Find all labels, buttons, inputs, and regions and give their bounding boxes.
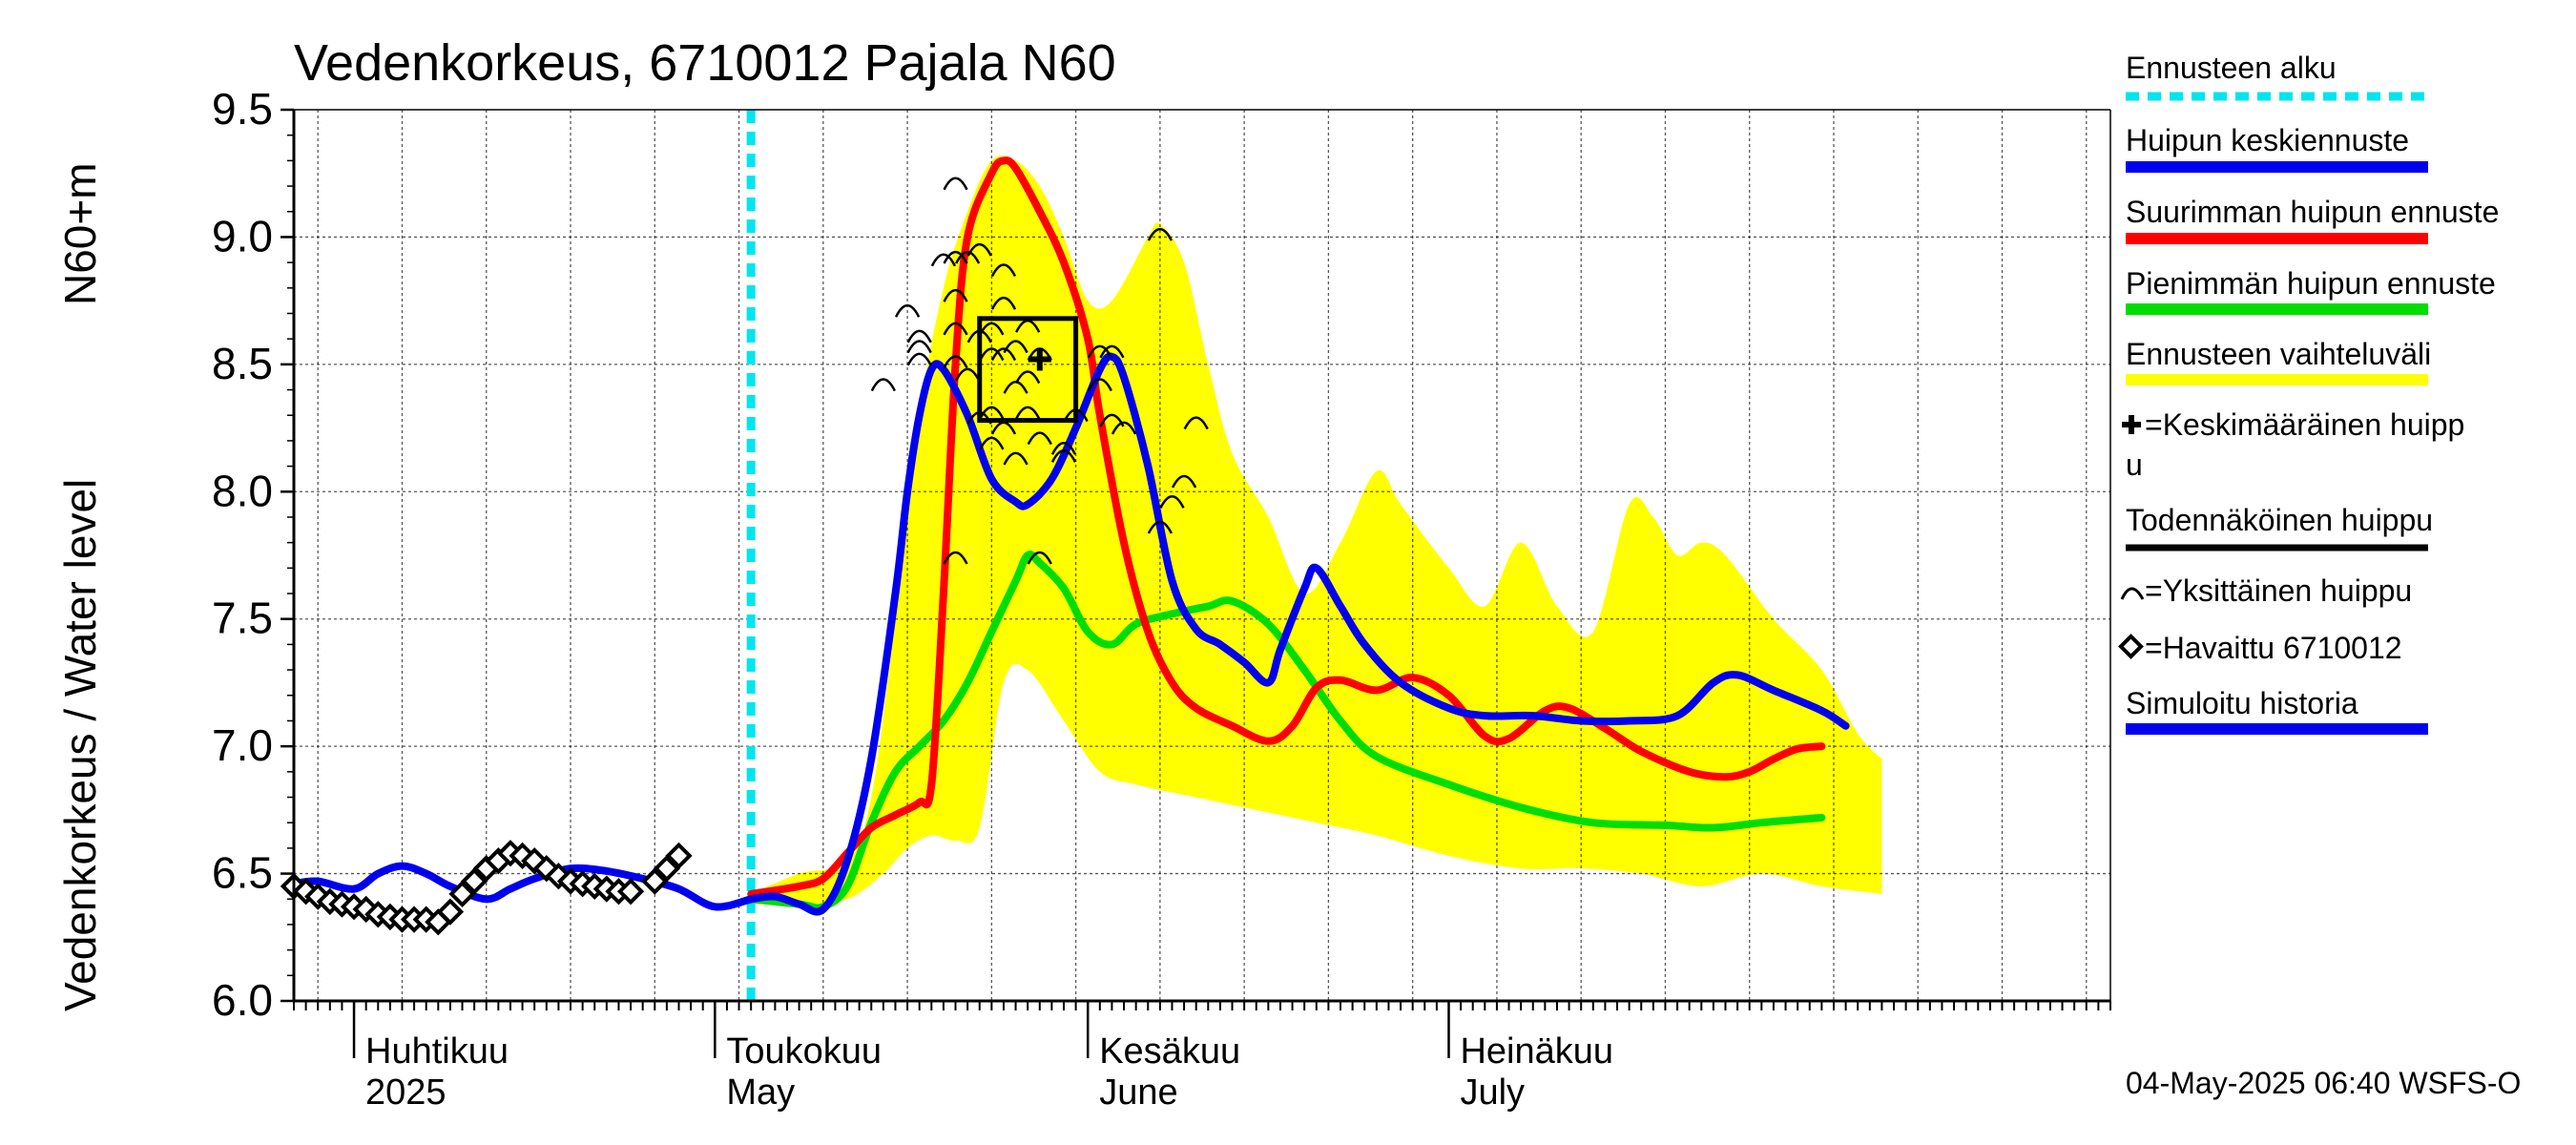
single-peak-marker: [1015, 370, 1041, 385]
single-peak-marker: [990, 263, 1017, 278]
single-peak-marker: [943, 322, 968, 336]
x-month-label-en: 2025: [365, 1072, 447, 1113]
legend-forecast-start-label: Ennusteen alku: [2126, 51, 2337, 85]
x-month-label-en: June: [1099, 1072, 1177, 1113]
single-peak-marker: [906, 329, 932, 344]
forecast-range-band: [751, 156, 1882, 905]
legend-mean-peak-label: =Keskimääräinen huipp: [2145, 407, 2464, 442]
single-peak-marker: [979, 347, 1005, 362]
single-peak-marker: [943, 551, 968, 565]
observed-point: [616, 878, 645, 906]
single-peak-marker: [943, 288, 968, 302]
legend-mean-peak-marker: [2122, 415, 2141, 434]
series-line-mean: [747, 352, 1850, 916]
single-peak-marker: [1159, 495, 1185, 509]
legend-simulated-label: Simuloitu historia: [2126, 686, 2358, 720]
observed-point: [448, 880, 476, 908]
plot-area: [280, 108, 2111, 1058]
single-peak-marker: [943, 355, 968, 369]
observed-point: [641, 867, 669, 895]
single-peak-marker: [990, 296, 1017, 310]
single-peak-marker: [894, 303, 921, 318]
x-month-label-en: May: [726, 1072, 795, 1113]
observed-point: [436, 898, 465, 926]
legend-max-label: Suurimman huipun ennuste: [2126, 195, 2499, 229]
single-peak-marker: [1003, 380, 1028, 394]
y-tick-label: 8.5: [212, 339, 273, 388]
legend: Ennusteen alku Huipun keskiennuste Suuri…: [2118, 51, 2499, 735]
single-peak-marker: [870, 378, 896, 392]
single-peak-marker: [1171, 474, 1197, 489]
single-peak-marker: [906, 352, 932, 366]
single-peak-marker: [979, 436, 1005, 450]
observed-point: [460, 867, 488, 895]
single-peak-marker: [1027, 551, 1052, 565]
y-tick-label: 9.0: [212, 211, 273, 260]
single-peak-marker: [1099, 344, 1125, 359]
single-peak-marker: [1147, 227, 1173, 241]
legend-mean-peak-label-wrap: u: [2126, 448, 2143, 482]
single-peak-marker: [979, 406, 1005, 420]
legend-single-peak-label: =Yksittäinen huippu: [2145, 573, 2412, 608]
observed-point: [665, 842, 693, 870]
single-peak-marker: [990, 347, 1017, 362]
legend-mean-label: Huipun keskiennuste: [2126, 123, 2409, 157]
single-peak-marker: [930, 253, 957, 267]
single-peak-marker: [1087, 344, 1112, 359]
legend-single-peak-marker: [2120, 587, 2145, 600]
legend-observed-label: =Havaittu 6710012: [2145, 631, 2402, 665]
single-peak-marker: [943, 250, 968, 264]
y-tick-label: 7.5: [212, 593, 273, 643]
series-line-min: [747, 551, 1826, 912]
single-peak-marker: [1183, 416, 1209, 430]
observed-point: [653, 855, 681, 883]
y-axis-label: Vedenkorkeus / Water level: [55, 479, 105, 1011]
legend-band-label: Ennusteen vaihteluväli: [2126, 337, 2431, 371]
single-peak-marker: [1003, 451, 1028, 466]
footer-timestamp: 04-May-2025 06:40 WSFS-O: [2126, 1066, 2521, 1100]
x-month-label-fi: Toukokuu: [726, 1031, 882, 1072]
x-month-label-fi: Huhtikuu: [365, 1031, 509, 1072]
y-tick-label: 7.0: [212, 720, 273, 770]
single-peak-marker: [1015, 406, 1041, 420]
single-peak-marker: [943, 177, 968, 191]
chart-title: Vedenkorkeus, 6710012 Pajala N60: [294, 34, 1116, 92]
single-peak-marker: [955, 250, 981, 264]
single-peak-marker: [1050, 449, 1077, 463]
single-peak-marker: [906, 340, 932, 354]
mean-peak-marker: [1028, 347, 1051, 371]
x-month-label-en: July: [1460, 1072, 1525, 1113]
single-peak-marker: [1050, 442, 1077, 455]
mean-peak-box: [977, 316, 1079, 424]
single-peak-marker: [1003, 340, 1028, 354]
y-axis-unit: N60+m: [55, 162, 105, 305]
single-peak-marker: [1147, 520, 1173, 534]
single-peak-marker: [1087, 378, 1112, 392]
legend-probable-peak-label: Todennäköinen huippu: [2126, 503, 2433, 537]
single-peak-marker: [966, 242, 992, 257]
y-tick-label: 8.0: [212, 466, 273, 515]
legend-min-label: Pienimmän huipun ennuste: [2126, 266, 2496, 301]
x-month-label-fi: Kesäkuu: [1099, 1031, 1240, 1072]
y-tick-label: 6.5: [212, 848, 273, 898]
single-peak-marker: [979, 322, 1005, 336]
legend-observed-marker: [2118, 634, 2144, 659]
y-tick-labels: 6.0 6.5 7.0 7.5 8.0 8.5 9.0 9.5: [212, 84, 273, 1025]
x-month-label-fi: Heinäkuu: [1460, 1031, 1613, 1072]
y-tick-label: 9.5: [212, 84, 273, 134]
y-tick-label: 6.0: [212, 975, 273, 1025]
single-peak-marker: [1111, 421, 1137, 435]
single-peak-marker: [1027, 431, 1052, 446]
single-peak-marker: [955, 367, 981, 382]
